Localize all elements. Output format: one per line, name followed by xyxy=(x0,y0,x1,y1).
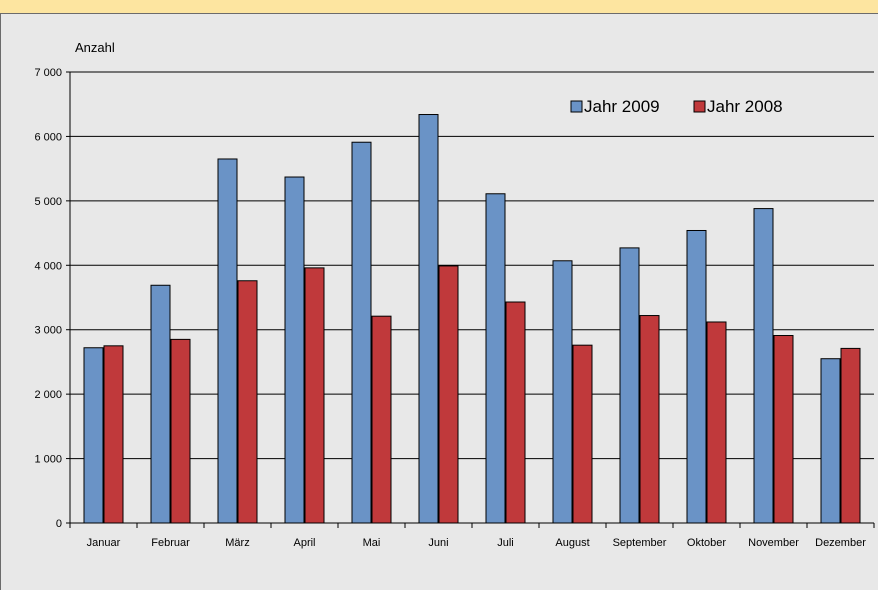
bar-2008-dezember xyxy=(840,347,861,524)
x-tick-label: April xyxy=(293,537,315,549)
x-tick-label: Dezember xyxy=(815,537,866,549)
y-axis-label: Anzahl xyxy=(75,40,115,55)
axes xyxy=(69,72,874,524)
legend-label-2009: Jahr 2009 xyxy=(584,97,660,116)
legend-swatch-2009 xyxy=(570,100,583,113)
y-tick-label: 3 000 xyxy=(34,325,62,337)
x-axis-labels: Januar Februar März April Mai Juni Juli August S… xyxy=(69,523,875,549)
bar-2008-januar xyxy=(103,345,124,524)
y-tick-label: 1 000 xyxy=(34,454,62,466)
y-tick-label: 5 000 xyxy=(34,196,62,208)
y-tick-label: 0 xyxy=(56,518,62,530)
bar-2008-februar xyxy=(170,338,191,524)
bar-2008-september xyxy=(639,315,660,524)
bar-2009-april xyxy=(284,176,305,524)
bar-2008-märz xyxy=(237,280,258,524)
bar-2009-september xyxy=(619,247,640,524)
legend: Jahr 2009 Jahr 2008 xyxy=(570,97,783,116)
x-tick-label: September xyxy=(613,537,667,549)
bar-2009-januar xyxy=(83,347,104,524)
bar-2009-februar xyxy=(150,284,171,524)
gridlines xyxy=(70,71,874,460)
bar-2009-märz xyxy=(217,158,238,524)
x-tick-label: November xyxy=(748,537,799,549)
bar-2008-april xyxy=(304,267,325,524)
y-tick-label: 6 000 xyxy=(34,131,62,143)
x-tick-label: März xyxy=(225,537,249,549)
bar-2008-august xyxy=(572,344,593,524)
y-tick-label: 7 000 xyxy=(34,67,62,79)
y-axis-ticks: 0 1 000 2 000 3 000 4 000 5 000 6 000 7 000 xyxy=(34,67,70,530)
bar-2009-juli xyxy=(485,193,506,524)
bar-2009-mai xyxy=(351,141,372,524)
x-tick-label: Oktober xyxy=(687,537,726,549)
x-tick-label: Mai xyxy=(363,537,381,549)
x-tick-label: Februar xyxy=(151,537,190,549)
bar-2008-mai xyxy=(371,315,392,524)
y-tick-label: 2 000 xyxy=(34,389,62,401)
bar-2008-juli xyxy=(505,301,526,524)
x-tick-label: Januar xyxy=(87,537,121,549)
bar-2009-august xyxy=(552,260,573,524)
x-tick-label: Juni xyxy=(428,537,448,549)
left-border xyxy=(0,14,1,590)
bar-2008-oktober xyxy=(706,321,727,524)
y-tick-label: 4 000 xyxy=(34,260,62,272)
header-band xyxy=(0,0,878,14)
bar-2009-dezember xyxy=(820,358,841,524)
legend-swatch-2008 xyxy=(693,100,706,113)
x-tick-label: Juli xyxy=(497,537,514,549)
bar-2009-oktober xyxy=(686,229,707,524)
bar-2009-juni xyxy=(418,114,439,524)
bars xyxy=(83,114,861,524)
x-tick-label: August xyxy=(555,537,589,549)
bar-2008-november xyxy=(773,335,794,524)
legend-label-2008: Jahr 2008 xyxy=(707,97,783,116)
bar-2008-juni xyxy=(438,265,459,524)
bar-2009-november xyxy=(753,208,774,524)
